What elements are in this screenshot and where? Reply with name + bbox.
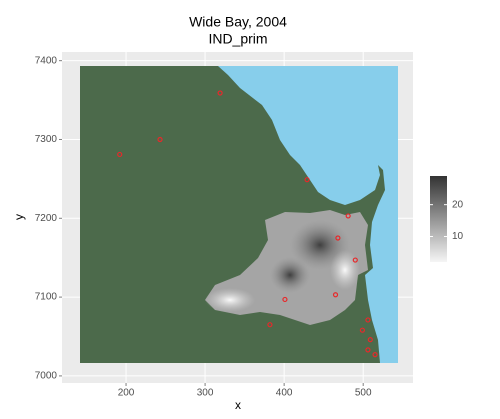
- x-tick-label: 500: [355, 388, 372, 399]
- point: [157, 136, 163, 143]
- x-tick-label: 200: [118, 388, 135, 399]
- point: [372, 352, 378, 358]
- point: [359, 327, 366, 333]
- y-tick-label: 7200: [35, 213, 58, 224]
- raster: [80, 66, 398, 363]
- chart-subtitle: IND_prim: [208, 31, 267, 47]
- x-tick-label: 400: [276, 388, 293, 399]
- point: [332, 292, 339, 298]
- point: [367, 337, 373, 343]
- x-tick-label: 300: [197, 388, 214, 399]
- point: [345, 213, 351, 219]
- point: [365, 347, 371, 353]
- point: [267, 322, 273, 328]
- y-tick-label: 7000: [35, 371, 58, 382]
- colorbar-label: 20: [452, 199, 464, 210]
- shade: [330, 250, 360, 290]
- y-tick-label: 7400: [35, 55, 58, 66]
- shade: [270, 257, 310, 293]
- y-axis-label: y: [12, 214, 26, 220]
- point: [282, 296, 288, 303]
- point: [352, 257, 358, 263]
- point: [335, 235, 341, 241]
- colorbar-label: 10: [452, 231, 464, 242]
- y-tick-label: 7100: [35, 292, 58, 303]
- y-tick-label: 7300: [35, 134, 58, 145]
- point: [365, 317, 371, 323]
- x-axis-label: x: [235, 398, 241, 412]
- shade: [205, 288, 255, 312]
- point: [117, 151, 123, 158]
- colorbar: [430, 176, 447, 262]
- sea: [218, 66, 398, 363]
- point: [217, 90, 223, 96]
- point: [304, 177, 310, 183]
- chart-title: Wide Bay, 2004: [189, 14, 287, 30]
